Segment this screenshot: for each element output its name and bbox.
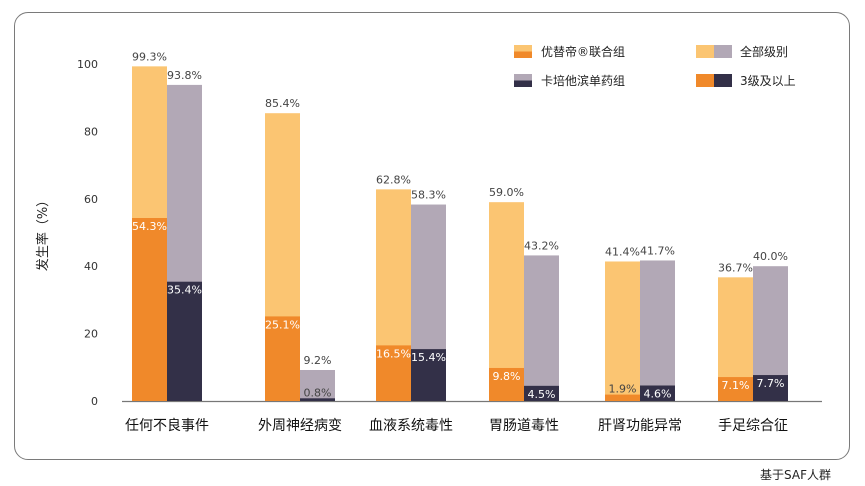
bar-all-grade-s1-c3 xyxy=(524,255,559,401)
data-label-g3-s0-c0: 54.3% xyxy=(132,220,167,233)
legend-swatch-top-s0 xyxy=(514,45,532,52)
x-category-label-0: 任何不良事件 xyxy=(125,418,209,434)
bar-grade3-s1-c4 xyxy=(640,385,675,401)
data-label-g3-s1-c1: 0.8% xyxy=(304,386,332,399)
footnote: 基于SAF人群 xyxy=(760,468,831,482)
y-tick-label-3: 60 xyxy=(84,193,98,206)
bar-grade3-s0-c0 xyxy=(132,218,167,401)
chart-frame xyxy=(14,12,850,460)
data-label-all-s1-c2: 58.3% xyxy=(411,189,446,202)
data-label-g3-s0-c3: 9.8% xyxy=(493,370,521,383)
data-label-g3-s0-c5: 7.1% xyxy=(722,379,750,392)
data-label-g3-s1-c3: 4.5% xyxy=(528,388,556,401)
bar-grade3-s0-c1 xyxy=(265,316,300,401)
data-label-all-s0-c2: 62.8% xyxy=(376,173,411,186)
legend-series-label-s0: 优替帝®联合组 xyxy=(541,44,625,59)
bar-grade3-s0-c3 xyxy=(489,367,524,401)
x-category-label-2: 血液系统毒性 xyxy=(369,418,453,434)
data-label-g3-s0-c1: 25.1% xyxy=(265,318,300,331)
bar-grade3-s1-c2 xyxy=(411,349,446,401)
legend-grade3-swatch-a xyxy=(696,74,714,87)
legend-grade3-swatch-b xyxy=(714,74,732,87)
y-tick-label-5: 100 xyxy=(77,58,98,71)
bar-grade3-s1-c1 xyxy=(300,398,335,401)
y-tick-label-2: 40 xyxy=(84,260,98,273)
y-tick-label-4: 80 xyxy=(84,125,98,138)
x-category-label-4: 肝肾功能异常 xyxy=(598,418,682,434)
y-axis-label: 发生率（%） xyxy=(35,194,51,271)
bar-grade3-s0-c2 xyxy=(376,345,411,401)
bar-grade3-s1-c5 xyxy=(753,375,788,401)
legend-series-label-s1: 卡培他滨单药组 xyxy=(541,73,625,88)
data-label-g3-s1-c0: 35.4% xyxy=(167,284,202,297)
bar-grade3-s1-c0 xyxy=(167,281,202,401)
bar-all-grade-s0-c4 xyxy=(605,261,640,401)
data-label-all-s1-c4: 41.7% xyxy=(640,244,675,257)
data-label-all-s1-c0: 93.8% xyxy=(167,69,202,82)
bar-all-grade-s1-c4 xyxy=(640,260,675,401)
data-label-all-s1-c3: 43.2% xyxy=(524,239,559,252)
legend-swatch-bottom-s0 xyxy=(514,51,532,58)
y-tick-label-0: 0 xyxy=(91,395,98,408)
bar-grade3-s1-c3 xyxy=(524,385,559,401)
legend-swatch-top-s1 xyxy=(514,74,532,81)
legend-grade-all-swatch-b xyxy=(714,45,732,58)
data-label-all-s1-c1: 9.2% xyxy=(304,354,332,367)
x-category-label-3: 胃肠道毒性 xyxy=(489,418,559,434)
data-label-g3-s1-c2: 15.4% xyxy=(411,351,446,364)
bar-grade3-s0-c5 xyxy=(718,377,753,401)
legend-grade-all-label: 全部级别 xyxy=(740,44,788,59)
x-category-label-1: 外周神经病变 xyxy=(258,418,342,434)
data-label-all-s1-c5: 40.0% xyxy=(753,250,788,263)
data-label-all-s0-c5: 36.7% xyxy=(718,261,753,274)
legend-grade-all-swatch-a xyxy=(696,45,714,58)
x-category-label-5: 手足综合征 xyxy=(718,418,788,434)
data-label-g3-s0-c4: 1.9% xyxy=(609,383,637,396)
bar-all-grade-s0-c3 xyxy=(489,202,524,401)
legend-grade3-label: 3级及以上 xyxy=(740,74,796,88)
data-label-all-s0-c1: 85.4% xyxy=(265,97,300,110)
data-label-g3-s1-c5: 7.7% xyxy=(757,377,785,390)
bar-grade3-s0-c4 xyxy=(605,394,640,401)
data-label-g3-s0-c2: 16.5% xyxy=(376,347,411,360)
y-tick-label-1: 20 xyxy=(84,328,98,341)
data-label-all-s0-c4: 41.4% xyxy=(605,245,640,258)
data-label-g3-s1-c4: 4.6% xyxy=(644,387,672,400)
data-label-all-s0-c3: 59.0% xyxy=(489,186,524,199)
data-label-all-s0-c0: 99.3% xyxy=(132,50,167,63)
legend-swatch-bottom-s1 xyxy=(514,80,532,87)
bar-all-grade-s1-c1 xyxy=(300,369,335,401)
